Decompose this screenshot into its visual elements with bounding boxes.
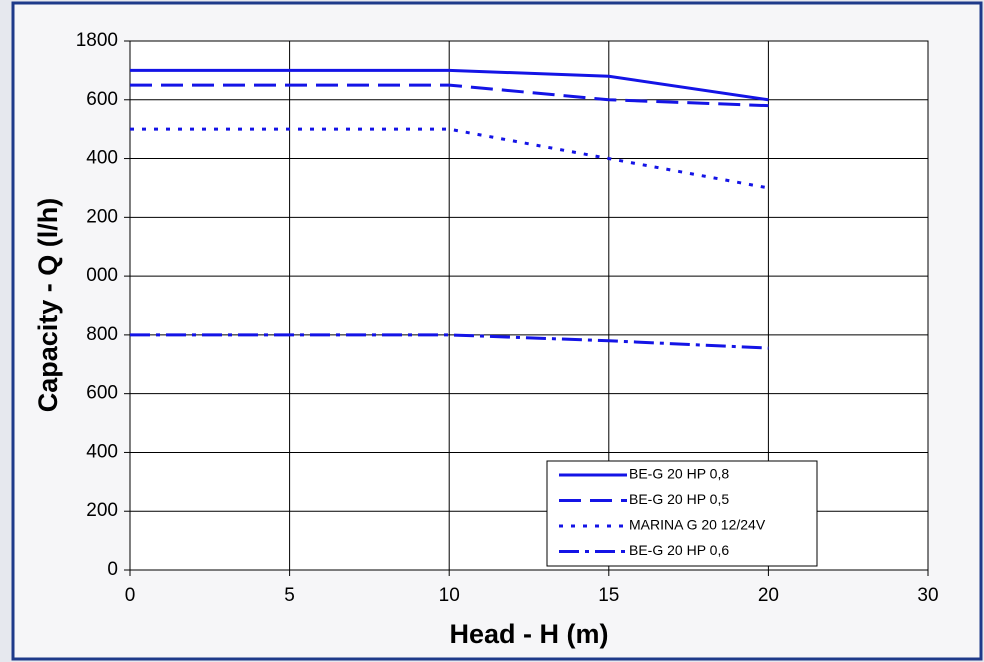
y-tick-label: 600 [86, 383, 118, 404]
y-tick-label: 800 [86, 324, 118, 345]
legend-label: MARINA G 20 12/24V [629, 517, 766, 533]
x-tick-label: 30 [917, 585, 938, 606]
y-tick-label: 200 [86, 206, 118, 227]
y-tick-label: 1800 [76, 30, 118, 51]
x-tick-label: 15 [598, 585, 619, 606]
x-tick-label: 5 [284, 585, 295, 606]
legend-label: BE-G 20 HP 0,5 [629, 491, 729, 507]
y-tick-label: 200 [86, 500, 118, 521]
y-tick-label: 000 [86, 265, 118, 286]
legend-box [546, 460, 818, 567]
series-line [130, 68, 769, 102]
y-tick-label: 0 [107, 559, 118, 580]
x-axis-title: Head - H (m) [449, 619, 608, 649]
legend-label: BE-G 20 HP 0,8 [629, 466, 729, 482]
y-axis-title: Capacity - Q (l/h) [33, 198, 63, 413]
series-line [130, 333, 769, 350]
x-tick-label: 20 [758, 585, 779, 606]
plot-border [129, 40, 929, 571]
legend-label: BE-G 20 HP 0,6 [629, 542, 729, 558]
y-tick-label: 600 [86, 89, 118, 110]
y-tick-label: 400 [86, 148, 118, 169]
series-line [130, 83, 769, 108]
x-tick-label: 0 [125, 585, 136, 606]
y-tick-label: 400 [86, 441, 118, 462]
x-tick-label: 10 [439, 585, 460, 606]
